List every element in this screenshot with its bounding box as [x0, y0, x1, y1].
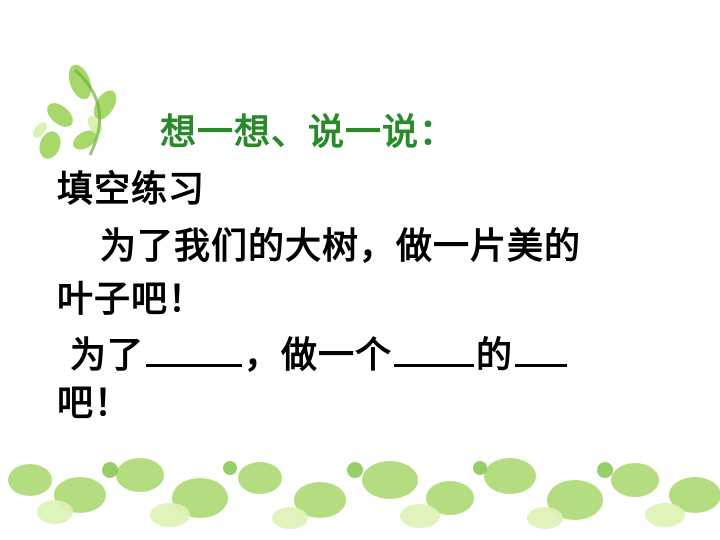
leaf-corner-decoration [33, 64, 117, 159]
sentence-line-1: 为了我们的大树，做一片美的 [100, 226, 582, 267]
fill-blank-line: 为了 ，做一个 的 [70, 326, 569, 378]
fill-mid-2: 的 [476, 335, 514, 376]
fill-mid-1: ，做一个 [244, 335, 393, 376]
blank-1[interactable] [146, 334, 243, 367]
fill-prefix: 为了 [70, 335, 145, 376]
sentence-line-2: 叶子吧！ [57, 279, 206, 320]
fill-end: 吧！ [57, 383, 132, 424]
blank-3[interactable] [515, 334, 568, 367]
heading: 填空练习 [57, 169, 206, 210]
leaf-border-decoration [8, 458, 720, 529]
slide-title: 想一想、说一说： [160, 112, 457, 153]
blank-2[interactable] [394, 334, 475, 367]
